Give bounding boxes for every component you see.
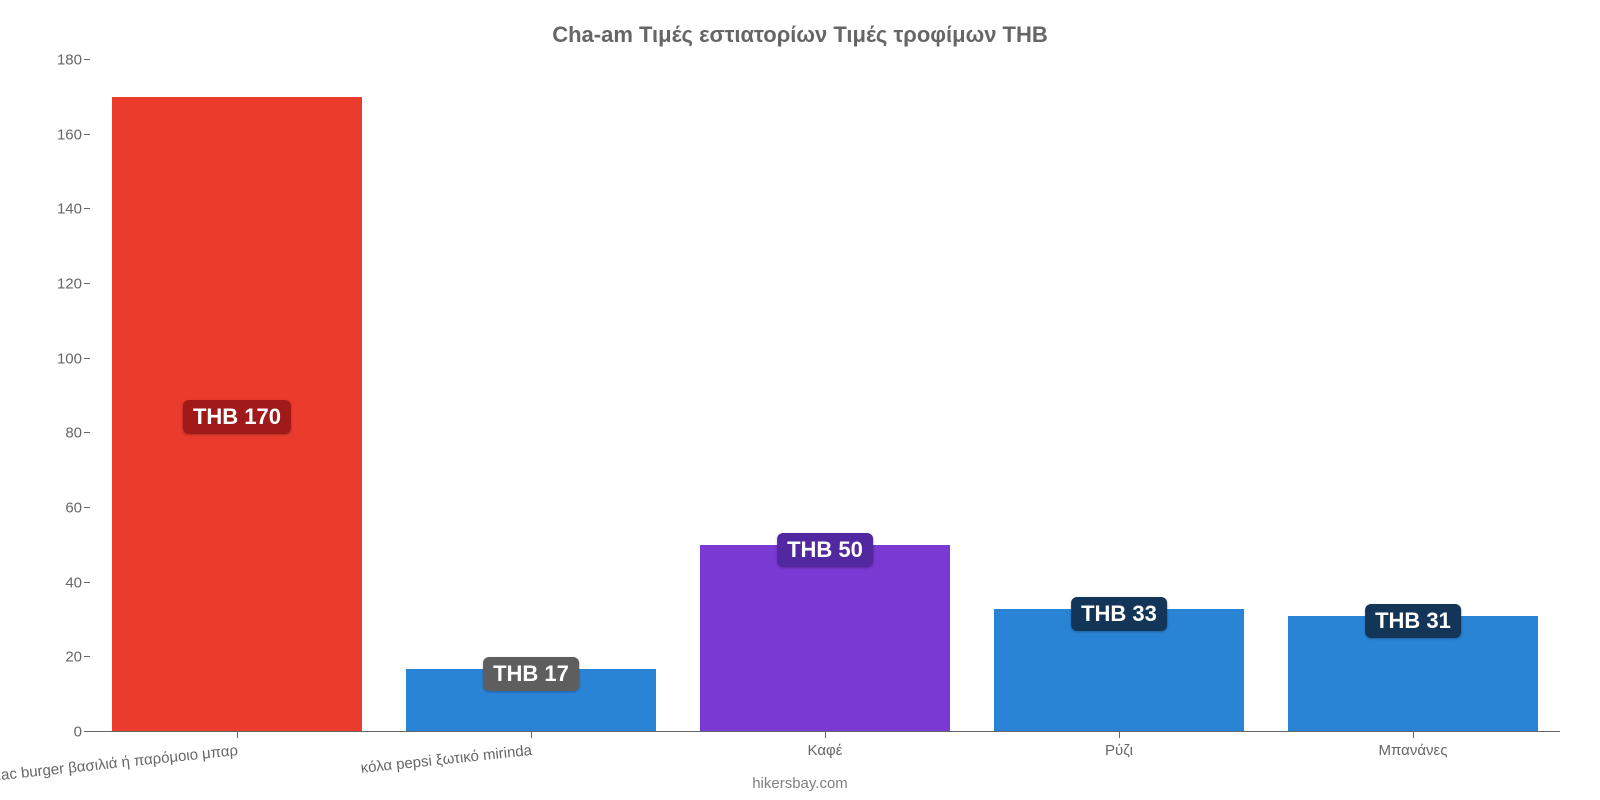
x-tick-mark <box>531 732 532 738</box>
y-tick-mark <box>84 507 90 508</box>
x-tick-mark <box>1119 732 1120 738</box>
y-tick-label: 140 <box>22 201 82 218</box>
value-badge: THB 170 <box>183 400 291 434</box>
value-badge: THB 33 <box>1071 597 1167 631</box>
y-tick-mark <box>84 358 90 359</box>
plot-area: 020406080100120140160180 THB 170THB 17TH… <box>90 60 1560 732</box>
y-tick-mark <box>84 283 90 284</box>
y-tick-mark <box>84 59 90 60</box>
x-tick-label: Καφέ <box>808 742 843 759</box>
x-tick-label: Ρύζι <box>1105 742 1133 759</box>
x-tick-label: κόλα pepsi ξωτικό mirinda <box>360 742 533 777</box>
y-tick-label: 40 <box>22 574 82 591</box>
y-tick-label: 60 <box>22 500 82 517</box>
bar <box>700 545 950 732</box>
chart-container: Cha-am Τιμές εστιατορίων Τιμές τροφίμων … <box>0 0 1600 800</box>
y-tick-mark <box>84 656 90 657</box>
value-badge: THB 31 <box>1365 604 1461 638</box>
y-tick-label: 80 <box>22 425 82 442</box>
y-tick-mark <box>84 134 90 135</box>
chart-footer: hikersbay.com <box>0 775 1600 792</box>
x-tick-mark <box>825 732 826 738</box>
y-tick-mark <box>84 432 90 433</box>
y-tick-mark <box>84 582 90 583</box>
y-tick-mark <box>84 208 90 209</box>
y-tick-label: 120 <box>22 276 82 293</box>
value-badge: THB 17 <box>483 657 579 691</box>
value-badge: THB 50 <box>777 533 873 567</box>
chart-title: Cha-am Τιμές εστιατορίων Τιμές τροφίμων … <box>0 22 1600 48</box>
x-tick-mark <box>237 732 238 738</box>
y-tick-label: 20 <box>22 649 82 666</box>
y-tick-label: 180 <box>22 52 82 69</box>
y-tick-label: 100 <box>22 350 82 367</box>
bars-layer: THB 170 THB 17 THB 50 THB 33 THB 31 <box>90 60 1560 732</box>
x-tick-mark <box>1413 732 1414 738</box>
y-tick-label: 0 <box>22 724 82 741</box>
x-tick-label: Μπανάνες <box>1379 742 1448 759</box>
y-axis-labels: 020406080100120140160180 <box>20 60 90 732</box>
y-tick-label: 160 <box>22 126 82 143</box>
